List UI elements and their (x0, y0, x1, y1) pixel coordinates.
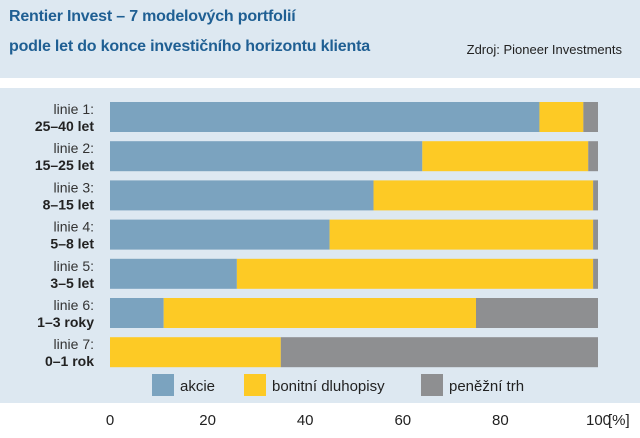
bar-segment-linie-7-series-2 (110, 337, 281, 368)
x-axis-unit: [%] (608, 412, 630, 429)
bar-segment-linie-1-series-2 (539, 102, 584, 132)
bar-segment-linie-4-series-1 (110, 219, 330, 250)
category-range-6: 1–3 roky (37, 314, 94, 330)
bar-segment-linie-6-series-3 (476, 298, 598, 328)
legend-swatch-1 (152, 374, 174, 396)
bar-segment-linie-5-series-2 (236, 258, 594, 289)
bar-segment-linie-2-series-2 (422, 141, 589, 172)
chart-title-line-2: podle let do konce investičního horizont… (9, 38, 370, 55)
bar-segment-linie-3-series-2 (373, 180, 594, 211)
bar-segment-linie-5-series-3 (593, 258, 598, 289)
category-range-1: 25–40 let (35, 118, 94, 134)
bar-segment-linie-4-series-2 (329, 219, 594, 250)
bar-segment-linie-5-series-1 (110, 258, 237, 289)
legend-swatch-2 (244, 374, 266, 396)
x-tick-80: 80 (492, 412, 509, 429)
category-range-3: 8–15 let (43, 196, 95, 212)
category-label-3: linie 3: (54, 179, 94, 195)
x-tick-20: 20 (199, 412, 216, 429)
bar-segment-linie-1-series-1 (110, 102, 540, 132)
x-tick-60: 60 (394, 412, 411, 429)
bar-segment-linie-3-series-3 (593, 180, 598, 211)
category-label-4: linie 4: (54, 219, 94, 235)
legend-label-1: akcie (180, 378, 215, 395)
category-range-2: 15–25 let (35, 157, 94, 173)
legend-label-2: bonitní dluhopisy (272, 378, 385, 395)
bar-segment-linie-2-series-3 (588, 141, 598, 172)
category-label-1: linie 1: (54, 101, 94, 117)
chart-title-line-1: Rentier Invest – 7 modelových portfolií (9, 8, 296, 25)
bar-segment-linie-3-series-1 (110, 180, 374, 211)
category-label-7: linie 7: (54, 336, 94, 352)
bar-segment-linie-6-series-1 (110, 298, 164, 328)
chart-header: Rentier Invest – 7 modelových portfolií … (0, 0, 640, 78)
category-range-5: 3–5 let (50, 275, 94, 291)
category-label-2: linie 2: (54, 140, 94, 156)
x-tick-100: 100 (586, 412, 611, 429)
bar-segment-linie-2-series-1 (110, 141, 423, 172)
chart-source: Zdroj: Pioneer Investments (466, 42, 622, 57)
bar-segment-linie-4-series-3 (593, 219, 598, 250)
bar-segment-linie-6-series-2 (163, 298, 476, 328)
x-tick-40: 40 (297, 412, 314, 429)
category-label-6: linie 6: (54, 297, 94, 313)
category-range-4: 5–8 let (50, 236, 94, 252)
bar-segment-linie-7-series-3 (280, 337, 598, 368)
legend-swatch-3 (421, 374, 443, 396)
x-tick-0: 0 (106, 412, 114, 429)
legend-label-3: peněžní trh (449, 378, 524, 395)
category-range-7: 0–1 rok (45, 353, 94, 369)
bar-segment-linie-1-series-3 (583, 102, 598, 132)
category-label-5: linie 5: (54, 258, 94, 274)
